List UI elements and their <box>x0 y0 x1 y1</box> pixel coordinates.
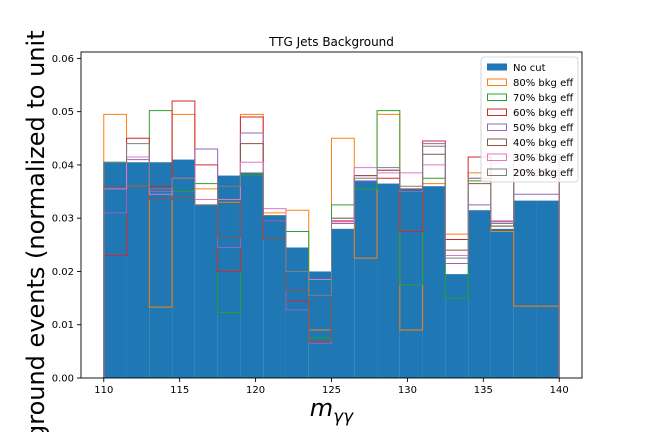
y-tick-label: 0.06 <box>52 54 74 65</box>
y-axis-label: ground events (normalized to unit <box>22 30 50 432</box>
legend-label: 50% bkg eff <box>513 123 574 134</box>
legend-box <box>480 56 579 183</box>
legend-swatch <box>487 93 507 101</box>
series-no-cut <box>103 159 560 378</box>
histogram-bar <box>399 188 423 378</box>
legend-swatch <box>487 78 507 86</box>
legend-label: No cut <box>513 63 546 74</box>
histogram-bar <box>354 180 378 378</box>
plot-area <box>80 51 583 379</box>
histogram-bar <box>285 247 309 378</box>
legend-swatch <box>487 168 507 176</box>
histogram-bar <box>422 186 446 378</box>
legend-label: 20% bkg eff <box>513 168 574 179</box>
x-tick-label: 135 <box>474 385 493 396</box>
y-tick-label: 0.02 <box>52 267 74 278</box>
histogram-bar <box>263 215 286 378</box>
histogram-bar <box>468 210 491 378</box>
legend-label: 30% bkg eff <box>513 153 574 164</box>
histogram-bar <box>536 200 560 378</box>
histogram-bar <box>172 159 195 378</box>
histogram-bar <box>194 204 218 378</box>
x-axis-label-main: m <box>310 394 333 422</box>
histogram-bar <box>513 200 537 378</box>
y-tick-label: 0.04 <box>52 160 74 171</box>
legend-item: 20% bkg eff <box>487 168 574 179</box>
x-axis-label-subscript: γγ <box>333 407 354 427</box>
legend-swatch <box>487 108 507 116</box>
x-tick-label: 115 <box>170 385 189 396</box>
y-axis: 0.00 0.01 0.02 0.03 0.04 0.05 0.06 <box>52 54 81 385</box>
histogram-bar <box>217 175 241 378</box>
legend-item: 80% bkg eff <box>487 78 574 89</box>
y-tick-label: 0.03 <box>52 214 74 225</box>
histogram-step-line <box>103 143 560 378</box>
y-tick-label: 0.05 <box>52 107 74 118</box>
legend: No cut 80% bkg eff 70% bkg eff 60% bkg eff 5… <box>480 56 579 183</box>
histogram-bar <box>331 228 355 378</box>
legend-swatch <box>487 123 507 131</box>
x-axis: 110 115 120 125 130 135 140 <box>94 378 569 396</box>
legend-item: 40% bkg eff <box>487 138 574 149</box>
legend-item: 60% bkg eff <box>487 108 574 119</box>
x-tick-label: 130 <box>398 385 417 396</box>
legend-label: 60% bkg eff <box>513 108 574 119</box>
legend-label: 40% bkg eff <box>513 138 574 149</box>
y-tick-label: 0.00 <box>52 374 74 385</box>
legend-item: 30% bkg eff <box>487 153 574 164</box>
histogram-bar <box>490 228 514 378</box>
x-axis-label: mγγ <box>310 394 354 427</box>
x-tick-label: 120 <box>246 385 265 396</box>
histogram-bar <box>240 172 264 378</box>
chart-title: TTG Jets Background <box>268 35 394 49</box>
legend-swatch <box>487 153 507 161</box>
histogram-bar <box>103 162 127 378</box>
histogram-bar <box>149 162 173 378</box>
legend-item: 70% bkg eff <box>487 93 574 104</box>
legend-label: 70% bkg eff <box>513 93 574 104</box>
legend-swatch <box>487 138 507 146</box>
histogram-bar <box>445 274 469 378</box>
legend-label: 80% bkg eff <box>513 78 574 89</box>
legend-item: No cut <box>487 63 546 74</box>
legend-item: 50% bkg eff <box>487 123 574 134</box>
histogram-bar <box>126 162 150 378</box>
legend-swatch <box>487 63 507 71</box>
x-tick-label: 140 <box>550 385 569 396</box>
y-tick-label: 0.01 <box>52 320 74 331</box>
histogram-bar <box>308 271 332 378</box>
histogram-bar <box>377 183 400 378</box>
x-tick-label: 110 <box>94 385 113 396</box>
x-tick-label: 125 <box>322 385 341 396</box>
series-20pct-bkg-eff <box>103 143 560 378</box>
